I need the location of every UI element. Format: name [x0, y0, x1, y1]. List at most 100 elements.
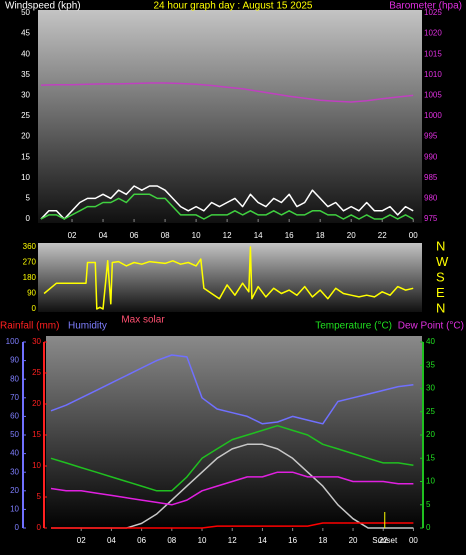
x-tick-label: 06 — [137, 536, 146, 545]
x-tick-label: 12 — [223, 231, 232, 240]
x-tick-label: 10 — [192, 231, 201, 240]
x-tick-label: 16 — [285, 231, 294, 240]
y-tick-label: 360 — [23, 242, 37, 251]
x-tick-label: 18 — [318, 536, 327, 545]
y-tick-label: 35 — [21, 70, 30, 79]
x-tick-label: 14 — [254, 231, 263, 240]
y-tick-label: 10 — [21, 173, 30, 182]
dewpoint-title: Dew Point (°C) — [398, 321, 464, 332]
x-tick-label: 02 — [68, 231, 77, 240]
y-tick-label: 0 — [32, 304, 37, 313]
y-tick-label: 90 — [10, 356, 19, 365]
solar-label: Max solar — [121, 315, 165, 326]
series-line — [40, 185, 414, 220]
y-tick-label: 40 — [10, 449, 19, 458]
y2-tick-label: N — [436, 238, 445, 253]
y2-tick-label: 1005 — [424, 91, 442, 100]
y-tick-label: 15 — [21, 152, 30, 161]
y2-tick-label: 980 — [424, 194, 438, 203]
y-tick-label: 100 — [6, 337, 20, 346]
direction-panel — [38, 243, 422, 312]
y-tick-label: 10 — [10, 505, 19, 514]
temperature-axis-title: Temperature (°C) — [315, 321, 392, 332]
y2-tick-label: N — [436, 300, 445, 315]
y-tick-label: 180 — [23, 273, 37, 282]
x-tick-label: 00 — [409, 231, 418, 240]
y2-tick-label: 0 — [37, 523, 42, 532]
x-tick-label: 18 — [316, 231, 325, 240]
y-tick-label: 20 — [10, 486, 19, 495]
y2-tick-label: 10 — [32, 461, 41, 470]
x-tick-label: 20 — [349, 536, 358, 545]
y2-tick-label: 1000 — [424, 111, 442, 120]
y3-tick-label: 15 — [426, 453, 435, 462]
y2-tick-label: 1025 — [424, 8, 442, 17]
y-tick-label: 80 — [10, 374, 19, 383]
wind-panel — [38, 10, 422, 223]
y-tick-label: 90 — [27, 289, 36, 298]
y3-tick-label: 5 — [426, 500, 431, 509]
x-tick-label: 02 — [77, 536, 86, 545]
x-tick-label: 10 — [198, 536, 207, 545]
y-tick-label: 60 — [10, 412, 19, 421]
x-tick-label: 00 — [409, 536, 418, 545]
x-tick-label: 22 — [379, 536, 388, 545]
x-tick-label: 08 — [161, 231, 170, 240]
y3-tick-label: 10 — [426, 477, 435, 486]
wind-axis-title: Windspeed (kph) — [5, 1, 81, 12]
y2-tick-label: W — [436, 254, 449, 269]
y3-tick-label: 35 — [426, 360, 435, 369]
annotation: Sunset — [372, 536, 398, 545]
y3-tick-label: 25 — [426, 407, 435, 416]
y2-tick-label: 990 — [424, 152, 438, 161]
climate-panel — [46, 336, 422, 531]
y-tick-label: 70 — [10, 393, 19, 402]
series-line — [50, 354, 414, 425]
y-tick-label: 0 — [15, 523, 20, 532]
y-tick-label: 25 — [21, 111, 30, 120]
y-tick-label: 50 — [21, 8, 30, 17]
x-tick-label: 04 — [99, 231, 108, 240]
y2-tick-label: S — [436, 269, 445, 284]
y2-tick-label: 1020 — [424, 29, 442, 38]
y-tick-label: 30 — [21, 91, 30, 100]
x-tick-label: 14 — [258, 536, 267, 545]
y-tick-label: 0 — [26, 214, 31, 223]
y2-tick-label: 25 — [32, 368, 41, 377]
y3-tick-label: 40 — [426, 337, 435, 346]
x-tick-label: 22 — [378, 231, 387, 240]
x-tick-label: 12 — [228, 536, 237, 545]
y2-tick-label: 15 — [32, 430, 41, 439]
series-line — [43, 246, 414, 310]
y2-tick-label: 975 — [424, 214, 438, 223]
y2-tick-label: 5 — [37, 492, 42, 501]
barometer-axis-title: Barometer (hpa) — [389, 1, 462, 12]
humidity-axis-title: Humidity — [68, 321, 107, 332]
y3-tick-label: 0 — [426, 523, 431, 532]
y-tick-label: 5 — [26, 194, 31, 203]
series-line — [50, 471, 414, 506]
y-tick-label: 45 — [21, 29, 30, 38]
y2-tick-label: 30 — [32, 337, 41, 346]
series-line — [40, 82, 414, 103]
x-tick-label: 04 — [107, 536, 116, 545]
x-tick-label: 06 — [130, 231, 139, 240]
y2-tick-label: E — [436, 285, 445, 300]
y3-tick-label: 30 — [426, 384, 435, 393]
x-tick-label: 16 — [288, 536, 297, 545]
series-line — [40, 193, 414, 220]
series-line — [51, 522, 414, 529]
y-tick-label: 30 — [10, 467, 19, 476]
y-tick-label: 40 — [21, 49, 30, 58]
rain-axis-title: Rainfall (mm) — [0, 321, 59, 332]
y-tick-label: 50 — [10, 430, 19, 439]
series-line — [50, 424, 414, 492]
y2-tick-label: 1015 — [424, 49, 442, 58]
y3-tick-label: 20 — [426, 430, 435, 439]
x-tick-label: 08 — [167, 536, 176, 545]
y2-tick-label: 20 — [32, 399, 41, 408]
y2-tick-label: 995 — [424, 132, 438, 141]
y2-tick-label: 985 — [424, 173, 438, 182]
y-tick-label: 20 — [21, 132, 30, 141]
